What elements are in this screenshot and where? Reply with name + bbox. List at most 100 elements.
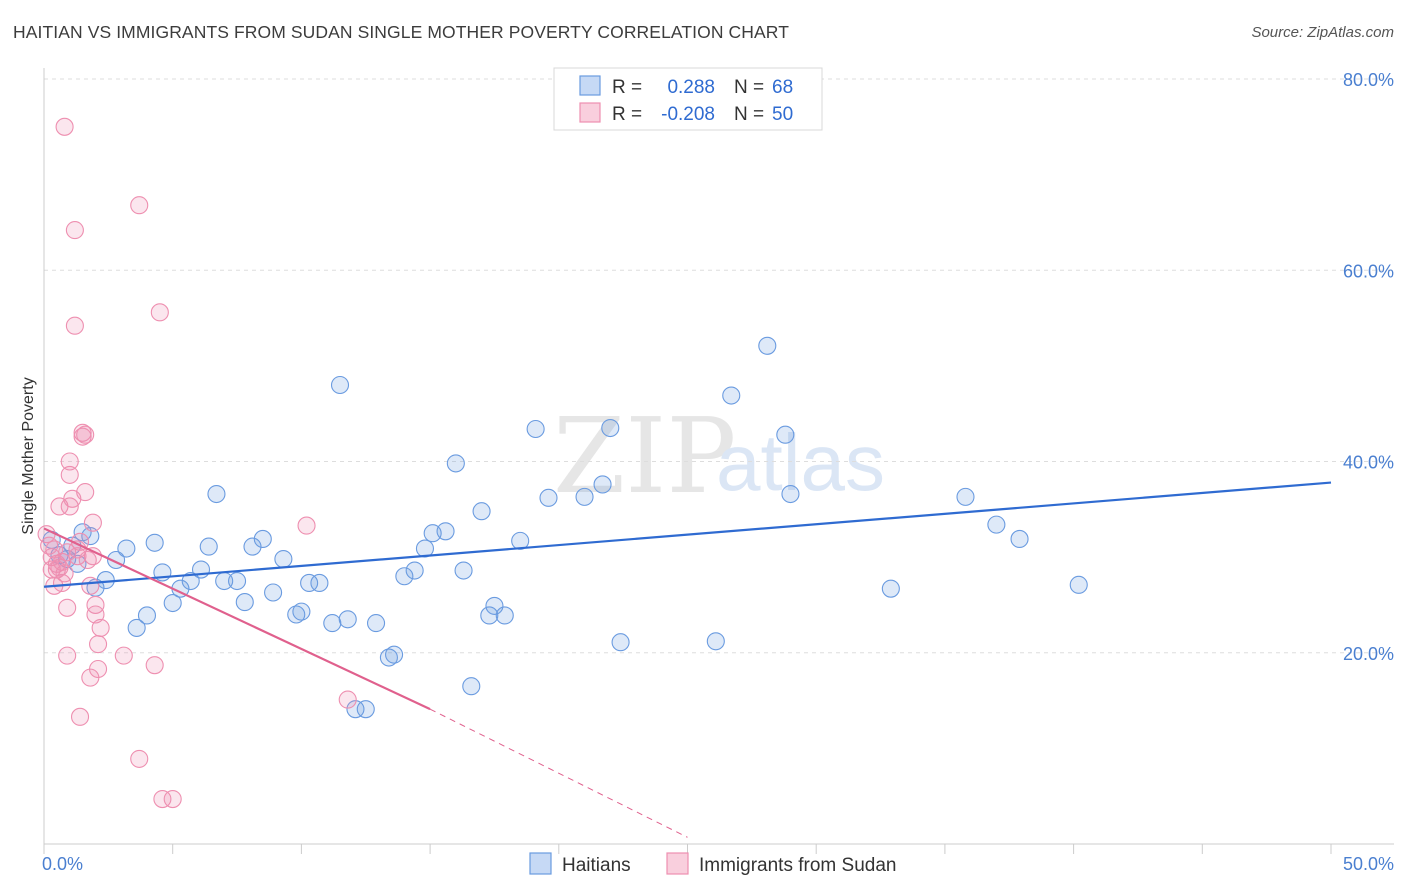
point-sudan: [83, 513, 102, 532]
point-haitians: [199, 537, 218, 556]
trend-line-haitians: [43, 481, 1332, 588]
point-haitians: [758, 336, 777, 355]
point-sudan: [297, 516, 316, 535]
point-sudan: [145, 656, 164, 675]
point-haitians: [264, 583, 283, 602]
point-sudan: [153, 790, 172, 809]
point-sudan: [91, 618, 110, 637]
trend-line-sudan-extension: [429, 708, 688, 838]
point-haitians: [228, 571, 247, 591]
point-sudan: [45, 540, 64, 559]
point-sudan: [73, 423, 92, 442]
point-haitians: [300, 573, 319, 592]
point-sudan: [86, 605, 105, 624]
point-haitians: [330, 375, 350, 395]
point-haitians: [323, 614, 342, 633]
legend-n-value-1: 68: [772, 77, 793, 98]
point-sudan: [65, 316, 84, 335]
point-sudan: [89, 635, 108, 654]
point-sudan: [338, 690, 357, 709]
y-axis-label: Single Mother Poverty: [20, 377, 37, 534]
point-sudan: [89, 659, 108, 679]
grid: [44, 78, 1394, 654]
legend-bottom-swatch-haitians: [529, 852, 552, 875]
point-haitians: [511, 531, 530, 550]
point-haitians: [117, 539, 136, 558]
chart-title: HAITIAN VS IMMIGRANTS FROM SUDAN SINGLE …: [13, 22, 789, 42]
point-sudan: [60, 452, 79, 471]
legend-series: Haitians Immigrants from Sudan: [529, 852, 896, 876]
point-haitians: [207, 484, 226, 504]
trend-lines: [43, 481, 1332, 838]
legend-r-value-1: 0.288: [667, 77, 715, 98]
point-haitians: [338, 610, 357, 629]
legend-n-value-2: 50: [772, 104, 793, 125]
point-haitians: [243, 537, 262, 556]
point-haitians: [436, 522, 455, 541]
watermark-zip: ZIP: [553, 395, 736, 517]
legend-swatch-sudan: [579, 102, 601, 123]
point-haitians: [81, 527, 100, 546]
y-tick-label: 20.0%: [1343, 644, 1394, 664]
axes: [43, 68, 1394, 854]
chart-source: Source: ZipAtlas.com: [1251, 24, 1394, 41]
point-sudan: [60, 465, 79, 484]
point-sudan: [65, 221, 84, 240]
point-haitians: [987, 515, 1006, 534]
point-sudan: [130, 749, 149, 768]
point-sudan: [86, 595, 105, 614]
point-haitians: [310, 573, 329, 592]
point-haitians: [346, 700, 365, 719]
point-haitians: [575, 487, 594, 506]
y-tick-label: 40.0%: [1343, 453, 1394, 473]
point-haitians: [706, 632, 725, 651]
point-haitians: [145, 533, 164, 552]
tick-labels: 20.0% 40.0% 60.0% 80.0% 0.0% 50.0%: [42, 70, 1394, 874]
legend-swatch-haitians: [579, 75, 601, 96]
legend-bottom-sudan: Immigrants from Sudan: [699, 855, 896, 876]
point-sudan: [76, 483, 95, 502]
point-haitians: [446, 454, 465, 473]
point-haitians: [181, 571, 200, 591]
point-haitians: [405, 561, 424, 580]
legend-r-value-2: -0.208: [661, 104, 715, 125]
point-sudan: [81, 576, 100, 595]
point-haitians: [96, 571, 115, 590]
point-haitians: [235, 593, 254, 612]
point-sudan: [150, 303, 169, 322]
point-haitians: [593, 475, 612, 494]
x-tick-label-min: 0.0%: [42, 854, 83, 874]
point-haitians: [356, 700, 375, 719]
y-tick-label: 80.0%: [1343, 70, 1394, 90]
point-haitians: [1010, 529, 1029, 549]
legend-n-label-2: N =: [734, 104, 764, 125]
point-haitians: [776, 425, 795, 444]
point-haitians: [163, 593, 182, 613]
legend-n-label-1: N =: [734, 77, 764, 98]
point-haitians: [366, 614, 386, 633]
point-haitians: [611, 633, 630, 652]
point-haitians: [137, 606, 157, 625]
point-sudan: [58, 598, 77, 617]
point-sudan: [68, 547, 87, 566]
x-tick-label-max: 50.0%: [1343, 854, 1394, 874]
point-haitians: [454, 561, 473, 580]
legend-bottom-swatch-sudan: [666, 852, 689, 875]
point-haitians: [472, 502, 491, 521]
point-sudan: [55, 117, 74, 136]
point-haitians: [881, 579, 900, 598]
watermark-atlas: atlas: [716, 418, 885, 507]
point-sudan: [76, 425, 95, 444]
point-sudan: [163, 790, 182, 809]
point-haitians: [292, 602, 311, 621]
point-haitians: [385, 645, 404, 664]
point-sudan: [114, 646, 133, 665]
point-haitians: [253, 529, 272, 549]
point-haitians: [722, 386, 741, 405]
point-sudan: [70, 707, 90, 726]
trend-line-sudan: [43, 527, 431, 711]
point-haitians: [526, 419, 545, 439]
legend-r-label-2: R =: [612, 104, 642, 125]
point-haitians: [956, 487, 975, 506]
